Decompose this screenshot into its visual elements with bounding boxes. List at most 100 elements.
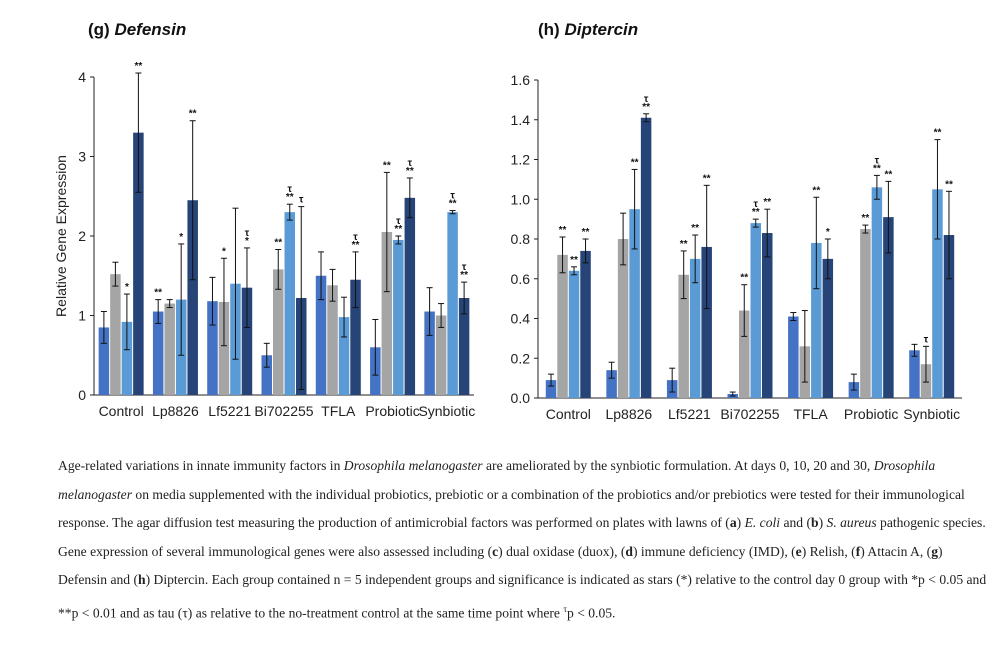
chart-h-bar [557,254,568,398]
chart-g-significance-label: * [179,232,183,243]
chart-g-bar [284,212,295,395]
chart-h-significance-label: ** [642,102,650,113]
chart-g-y-axis-label: Relative Gene Expression [53,155,69,317]
chart-g-bar [241,287,253,395]
caption-text-4: ) [736,515,745,530]
chart-h-bar [762,233,773,398]
chart-h-significance-label: ** [740,273,748,284]
chart-h-y-tick-label: 0.4 [511,311,531,327]
chart-g-significance-label: ** [154,288,162,299]
chart-h-bar [871,187,883,398]
chart-h-significance-label: ** [582,227,590,238]
figure-caption: Age-related variations in innate immunit… [58,452,988,628]
caption-text-5: and ( [780,515,812,530]
caption-ref-b: b [811,515,819,530]
chart-h-category-label: TFLA [793,406,828,422]
chart-g-bar [218,301,230,395]
chart-g-bar [207,301,218,395]
caption-ref-d: d [625,543,633,559]
chart-h-bar [750,223,761,398]
chart-h-bar [629,209,640,398]
chart-h-significance-label: ** [945,179,953,190]
chart-h-significance-label: ** [691,223,699,234]
caption-text-9: ) immune deficiency (IMD), ( [632,543,796,559]
caption-text-11: ) Attacin A, ( [860,543,932,559]
chart-h-significance-label: ** [934,128,942,139]
caption-species-saureus: S. aureus [826,515,877,530]
chart-h-category-label: Bi702255 [720,406,779,422]
chart-g-significance-label: τ [353,232,358,243]
chart-g-bar [393,239,404,395]
caption-species-1: Drosophila melanogaster [343,458,483,473]
caption-text-13: ) Diptercin. Each group contained n = 5 … [58,572,987,621]
chart-g-significance-label: τ [450,191,455,202]
chart-g-bar [121,321,133,395]
chart-h-bar [640,117,652,398]
chart-h-category-label: Probiotic [844,406,898,422]
caption-text-12: ) Defensin and ( [58,543,943,588]
chart-g-bar [133,132,144,395]
chart-g-category-label: Lp8826 [152,403,199,419]
chart-g-category-label: Control [99,403,144,419]
chart-g-y-tick-label: 0 [78,387,86,403]
chart-h-significance-label: ** [559,225,567,236]
caption-ref-g: g [931,543,938,559]
chart-g-bar [261,355,272,395]
caption-ref-c: c [492,543,499,559]
chart-h-significance-label: τ [924,334,929,345]
chart-g-bar [110,274,121,395]
chart-g-category-label: Lf5221 [208,403,251,419]
chart-h-bar [580,250,591,398]
chart-g-significance-label: τ [245,228,250,239]
chart-h-y-tick-label: 1.4 [511,112,531,128]
chart-g-bar [424,311,435,395]
chart-g-significance-label: ** [286,192,294,203]
caption-species-2: Drosophila melanogaster [58,458,936,502]
chart-g-significance-label: ** [406,166,414,177]
chart-g-title-gene: Defensin [114,20,187,39]
chart-g-significance-label: τ [408,158,413,169]
caption-ref-h: h [138,572,146,587]
chart-g-significance-label: ** [274,238,282,249]
chart-h-bar [701,246,712,398]
chart-h-significance-label: τ [754,199,759,210]
chart-h-bar [678,274,689,398]
chart-g-significance-label: τ [288,184,293,195]
chart-h-significance-label: ** [861,213,869,224]
chart-g-bar [447,212,458,395]
chart-g-significance-label: ** [460,270,468,281]
chart-h-bar [689,258,701,398]
chart-g-category-label: Bi702255 [254,403,313,419]
chart-h-significance-label: ** [680,239,688,250]
chart-h-bar [617,239,629,398]
chart-g-bar [435,315,447,395]
chart-g-significance-label: ** [449,199,457,210]
chart-h-y-tick-label: 1.6 [511,72,531,88]
chart-g-bar [315,275,327,395]
caption-text-7: pathogenic species. Gene expression of s… [58,515,986,559]
chart-h-significance-label: ** [570,255,578,266]
chart-h-bar [568,270,580,398]
caption-text-10: ) Relish, ( [801,543,856,559]
chart-h-bar [811,242,822,398]
chart-g-category-label: Probiotic [365,403,419,419]
caption-ref-a: a [729,515,737,530]
caption-text-8: ) dual oxidase (duox), ( [498,543,626,559]
chart-h-bar [883,217,894,398]
chart-g-y-tick-label: 1 [78,308,86,324]
chart-g-bar [338,317,350,395]
chart-h-category-label: Control [546,406,591,422]
chart-g-significance-label: ** [352,240,360,251]
chart-g-significance-label: * [125,282,129,293]
chart-g-bar [350,279,361,395]
chart-g-category-label: Synbiotic [418,403,475,419]
caption-text-14: p < 0.05. [567,605,616,621]
chart-h-significance-label: τ [644,94,649,105]
chart-g-y-tick-label: 4 [78,69,86,85]
chart-h-y-tick-label: 0.8 [511,231,531,247]
chart-g-significance-label: τ [299,195,304,206]
caption-species-ecoli: E. coli [744,515,781,530]
chart-g-significance-label: ** [394,224,402,235]
chart-h-y-tick-label: 1.2 [511,152,531,168]
